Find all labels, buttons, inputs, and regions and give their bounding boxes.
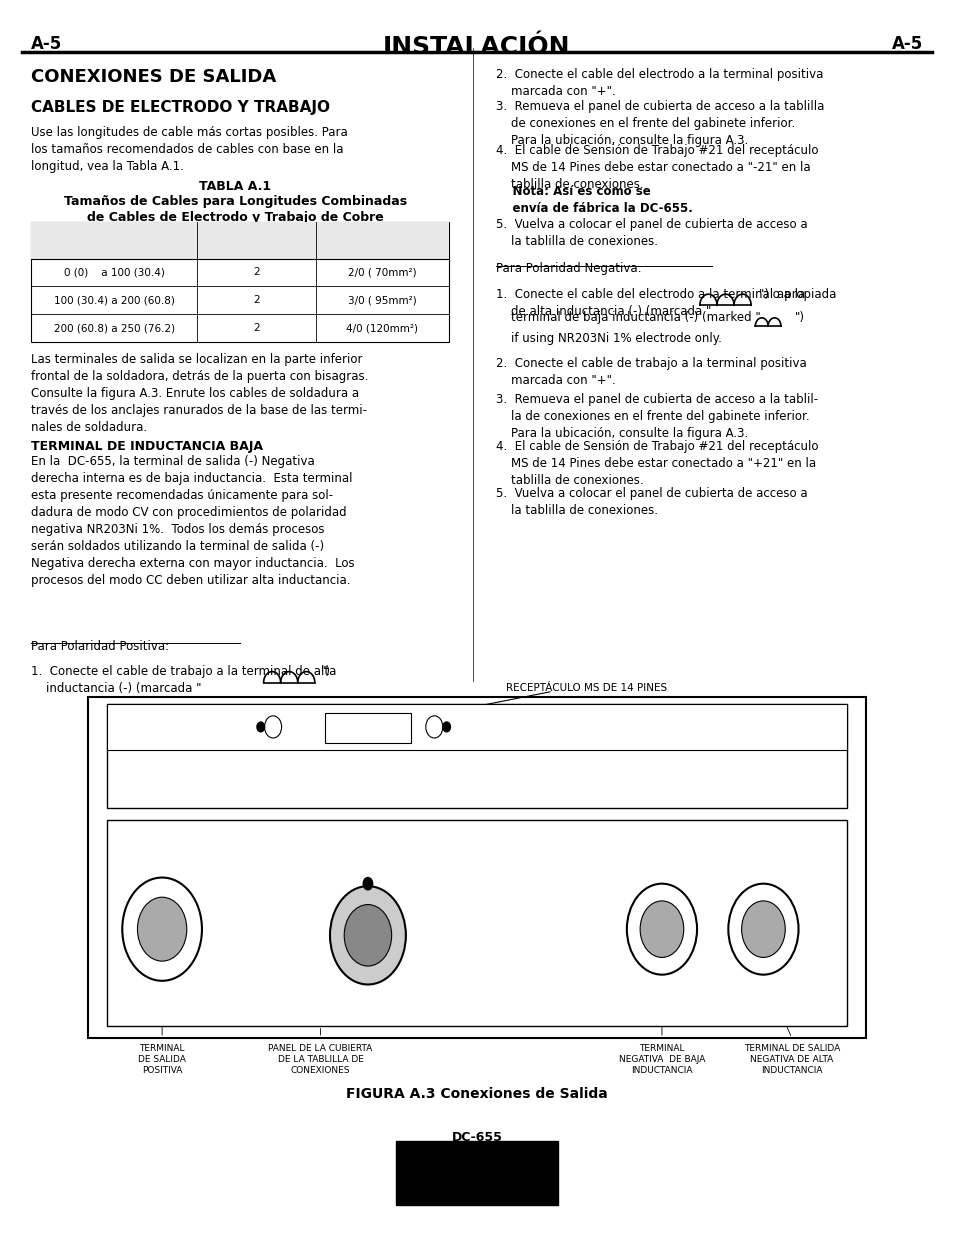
Circle shape: [344, 904, 392, 966]
Text: DC-655: DC-655: [451, 1131, 502, 1145]
Circle shape: [740, 900, 784, 957]
Text: 1.  Conecte el cable de trabajo a la terminal de alta
    inductancia (-) (marca: 1. Conecte el cable de trabajo a la term…: [31, 666, 336, 695]
Text: Use las longitudes de cable más cortas posibles. Para
los tamaños recomendados d: Use las longitudes de cable más cortas p…: [31, 126, 348, 173]
Text: 5.  Vuelva a colocar el panel de cubierta de acceso a
    la tablilla de conexio: 5. Vuelva a colocar el panel de cubierta…: [496, 217, 807, 248]
Text: 4.  El cable de Sensión de Trabajo #21 del receptáculo
    MS de 14 Pines debe e: 4. El cable de Sensión de Trabajo #21 de…: [496, 441, 818, 488]
Circle shape: [256, 722, 264, 732]
Text: TABLA A.1: TABLA A.1: [199, 180, 271, 193]
Text: Las terminales de salida se localizan en la parte inferior
frontal de la soldado: Las terminales de salida se localizan en…: [31, 353, 368, 435]
Text: TERMINAL
NEGATIVA  DE BAJA
INDUCTANCIA: TERMINAL NEGATIVA DE BAJA INDUCTANCIA: [618, 1044, 704, 1076]
Text: TERMINAL
DE SALIDA
POSITIVA: TERMINAL DE SALIDA POSITIVA: [138, 1044, 186, 1076]
Bar: [31, 221, 448, 342]
Circle shape: [330, 887, 405, 984]
Text: Cables Paralelos: Cables Paralelos: [211, 235, 301, 245]
Text: Longitud de Cable
en pies (metros): Longitud de Cable en pies (metros): [64, 230, 164, 251]
Text: if using NR203Ni 1% electrode only.: if using NR203Ni 1% electrode only.: [496, 332, 721, 346]
Text: 2: 2: [253, 268, 259, 278]
Text: TERMINAL DE INDUCTANCIA BAJA: TERMINAL DE INDUCTANCIA BAJA: [31, 441, 263, 453]
Text: "): "): [794, 311, 804, 325]
Text: ELECTRIC: ELECTRIC: [449, 1186, 504, 1195]
Circle shape: [626, 884, 697, 974]
Bar: [107, 704, 846, 808]
Text: 200 (60.8) a 250 (76.2): 200 (60.8) a 250 (76.2): [53, 324, 174, 333]
Bar: [107, 704, 846, 751]
Text: PANEL DE LA CUBIERTA
DE LA TABLILLA DE
CONEXIONES: PANEL DE LA CUBIERTA DE LA TABLILLA DE C…: [268, 1044, 373, 1076]
Bar: [325, 714, 410, 743]
Text: +: +: [149, 1004, 166, 1024]
Text: 2.  Conecte el cable del electrodo a la terminal positiva
    marcada con "+".: 2. Conecte el cable del electrodo a la t…: [496, 68, 822, 98]
Text: 2: 2: [253, 295, 259, 305]
Text: terminal de baja inductancia (-) (marked ": terminal de baja inductancia (-) (marked…: [496, 311, 760, 325]
Bar: [88, 698, 865, 1037]
Text: Nota: Así es como se
    envía de fábrica la DC-655.: Nota: Así es como se envía de fábrica la…: [496, 185, 692, 215]
Text: ") o a la: ") o a la: [758, 288, 804, 301]
Text: 100 (30.4) a 200 (60.8): 100 (30.4) a 200 (60.8): [53, 295, 174, 305]
Text: CABLES DE ELECTRODO Y TRABAJO: CABLES DE ELECTRODO Y TRABAJO: [31, 100, 330, 115]
Text: —: —: [705, 1007, 719, 1021]
Text: Tamaño de Cable: Tamaño de Cable: [335, 235, 429, 245]
Text: A-5: A-5: [31, 35, 62, 53]
Bar: [395, 1141, 558, 1205]
Circle shape: [639, 900, 683, 957]
Text: RECEPTÁCULO MS DE 14 PINES: RECEPTÁCULO MS DE 14 PINES: [505, 683, 666, 693]
Bar: [107, 820, 846, 1026]
Text: FIGURA A.3 Conexiones de Salida: FIGURA A.3 Conexiones de Salida: [346, 1087, 607, 1102]
Text: 2/0 ( 70mm²): 2/0 ( 70mm²): [348, 268, 416, 278]
Text: LINCOLN: LINCOLN: [451, 1149, 502, 1158]
Text: ®: ®: [473, 1168, 480, 1174]
Circle shape: [363, 878, 373, 890]
Text: Para Polaridad Positiva:: Para Polaridad Positiva:: [31, 640, 170, 652]
Text: Tamaños de Cables para Longitudes Combinadas
de Cables de Electrodo y Trabajo de: Tamaños de Cables para Longitudes Combin…: [64, 195, 406, 224]
Text: TERMINAL DE SALIDA
NEGATIVA DE ALTA
INDUCTANCIA: TERMINAL DE SALIDA NEGATIVA DE ALTA INDU…: [743, 1044, 840, 1076]
Text: 3/0 ( 95mm²): 3/0 ( 95mm²): [348, 295, 416, 305]
Text: 2.  Conecte el cable de trabajo a la terminal positiva
    marcada con "+".: 2. Conecte el cable de trabajo a la term…: [496, 357, 806, 387]
Text: 5.  Vuelva a colocar el panel de cubierta de acceso a
    la tablilla de conexio: 5. Vuelva a colocar el panel de cubierta…: [496, 487, 807, 517]
Circle shape: [442, 722, 450, 732]
Text: A-5: A-5: [891, 35, 922, 53]
Text: INSTALACIÓN: INSTALACIÓN: [383, 35, 570, 59]
Text: 0 (0)    a 100 (30.4): 0 (0) a 100 (30.4): [64, 268, 165, 278]
Bar: [31, 221, 448, 258]
Text: 4/0 (120mm²): 4/0 (120mm²): [346, 324, 417, 333]
Text: En la  DC-655, la terminal de salida (-) Negativa
derecha interna es de baja ind: En la DC-655, la terminal de salida (-) …: [31, 456, 355, 587]
Text: 3.  Remueva el panel de cubierta de acceso a la tablilla
    de conexiones en el: 3. Remueva el panel de cubierta de acces…: [496, 100, 823, 147]
Circle shape: [264, 716, 281, 739]
Circle shape: [137, 897, 187, 961]
Text: 1.  Conecte el cable del electrodo a la terminal apropiada
    de alta inductanc: 1. Conecte el cable del electrodo a la t…: [496, 288, 836, 317]
Text: CONEXIONES DE SALIDA: CONEXIONES DE SALIDA: [31, 68, 276, 86]
Circle shape: [727, 884, 798, 974]
Text: ").: ").: [320, 666, 334, 678]
Text: 2: 2: [253, 324, 259, 333]
Text: Para Polaridad Negativa:: Para Polaridad Negativa:: [496, 262, 641, 275]
Text: 3.  Remueva el panel de cubierta de acceso a la tablil-
    la de conexiones en : 3. Remueva el panel de cubierta de acces…: [496, 393, 818, 440]
Text: 4.  El cable de Sensión de Trabajo #21 del receptáculo
    MS de 14 Pines debe e: 4. El cable de Sensión de Trabajo #21 de…: [496, 144, 818, 191]
Circle shape: [425, 716, 442, 739]
Circle shape: [122, 878, 202, 981]
